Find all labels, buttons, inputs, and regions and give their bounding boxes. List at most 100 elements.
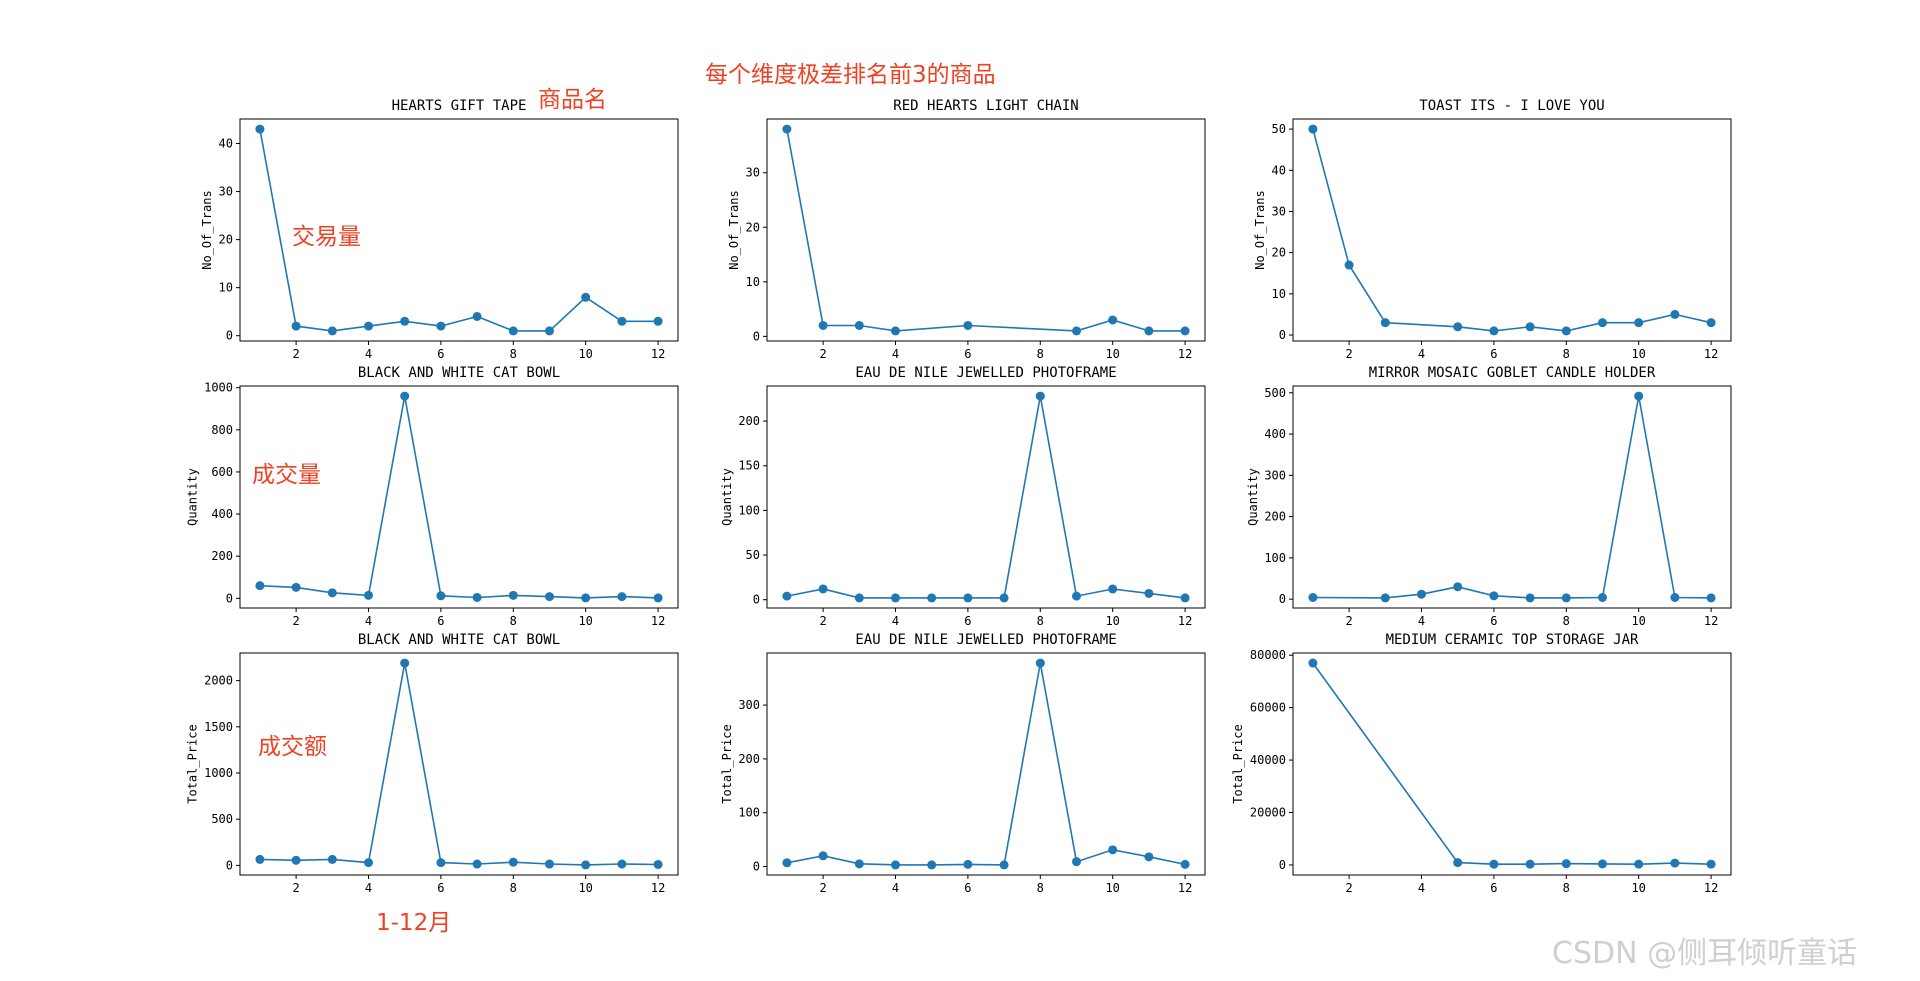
series-line [786,395,1186,599]
data-point [472,592,482,602]
series-line [1312,128,1712,332]
subplot-8: EAU DE NILE JEWELLED PHOTOFRAME 2 4 6 8 10 12 0… [720,632,1206,895]
data-point [1035,391,1045,401]
y-tick-label: 300 [738,698,760,712]
data-point [927,593,937,603]
data-point [854,593,864,603]
data-point [1525,859,1535,869]
x-tick-label: 10 [1105,614,1119,628]
subplot-title: TOAST ITS - I LOVE YOU [1419,98,1604,114]
data-point [1670,309,1680,319]
y-tick-label: 60000 [1250,701,1286,715]
data-point [1180,326,1190,336]
data-point [653,859,663,869]
data-point [1380,593,1390,603]
data-point [1344,260,1354,270]
data-point [1453,322,1463,332]
data-point [581,860,591,870]
y-tick-label: 200 [738,414,760,428]
data-point [818,851,828,861]
data-point [1706,859,1716,869]
subplot-title: MIRROR MOSAIC GOBLET CANDLE HOLDER [1369,365,1656,381]
subplot-4: BLACK AND WHITE CAT BOWL 2 4 6 8 10 12 0 200 400 6… [185,365,679,628]
annotation-amount: 成交额 [258,734,327,760]
x-tick-label: 12 [651,347,665,361]
x-tick-label: 6 [1490,347,1497,361]
x-tick-label: 12 [1178,347,1192,361]
x-tick-label: 4 [1418,614,1425,628]
x-tick-label: 8 [1037,881,1044,895]
y-axis-label: No_Of_Trans [1253,190,1267,269]
y-tick-label: 200 [738,752,760,766]
x-tick-label: 2 [292,614,299,628]
axes-frame [1292,652,1732,876]
data-point [1308,124,1318,134]
annotation-trans: 交易量 [292,224,361,250]
data-point [327,854,337,864]
data-point [1597,859,1607,869]
data-point [1561,326,1571,336]
data-point [1180,593,1190,603]
y-tick-label: 1500 [204,720,233,734]
data-point [364,321,374,331]
data-point [472,859,482,869]
series-line [259,662,659,866]
x-tick-label: 8 [1037,614,1044,628]
data-point [1670,858,1680,868]
data-point [1144,588,1154,598]
x-tick-label: 4 [1418,347,1425,361]
x-tick-label: 6 [964,614,971,628]
data-point [255,581,265,591]
y-tick-label: 800 [211,423,233,437]
x-tick-label: 12 [651,614,665,628]
data-point [1561,859,1571,869]
axes-frame [1292,385,1732,609]
y-tick-label: 80000 [1250,648,1286,662]
annotation-main-title: 每个维度极差排名前3的商品 [705,62,996,88]
x-tick-label: 2 [819,347,826,361]
data-point [927,860,937,870]
x-tick-label: 2 [1345,881,1352,895]
y-axis-label: Quantity [1246,468,1260,526]
subplot-1: HEARTS GIFT TAPE 2 4 6 8 10 12 0 10 20 30 40 No_Of_T… [200,98,679,361]
data-point [1634,391,1644,401]
series-line [259,395,659,599]
data-point [1525,322,1535,332]
x-tick-label: 2 [819,881,826,895]
data-point [1489,326,1499,336]
data-point [400,391,410,401]
data-point [291,855,301,865]
data-point [1380,318,1390,328]
series-line [1312,395,1712,599]
subplot-title: RED HEARTS LIGHT CHAIN [893,98,1078,114]
y-tick-label: 150 [738,459,760,473]
data-point [255,854,265,864]
y-tick-label: 0 [1279,858,1286,872]
data-point [1071,326,1081,336]
data-point [1108,584,1118,594]
y-tick-label: 20000 [1250,806,1286,820]
data-point [1489,859,1499,869]
axes-frame [766,652,1206,876]
y-axis-label: Quantity [720,468,734,526]
subplot-6: MIRROR MOSAIC GOBLET CANDLE HOLDER 2 4 6 8 10… [1246,365,1732,628]
data-point [364,858,374,868]
y-axis-label: No_Of_Trans [727,190,741,269]
x-tick-label: 8 [1563,881,1570,895]
subplot-3: TOAST ITS - I LOVE YOU 2 4 6 8 10 12 0 10 20 30 40 5… [1253,98,1732,361]
x-tick-label: 10 [1105,347,1119,361]
y-tick-label: 20 [219,233,233,247]
y-tick-label: 30 [219,185,233,199]
x-tick-label: 6 [1490,881,1497,895]
data-point [891,326,901,336]
x-tick-label: 4 [892,347,899,361]
data-point [544,326,554,336]
data-point [327,326,337,336]
data-point [1144,852,1154,862]
data-point [1489,591,1499,601]
data-point [1634,859,1644,869]
y-tick-label: 0 [226,591,233,605]
data-point [581,593,591,603]
x-tick-label: 4 [365,881,372,895]
